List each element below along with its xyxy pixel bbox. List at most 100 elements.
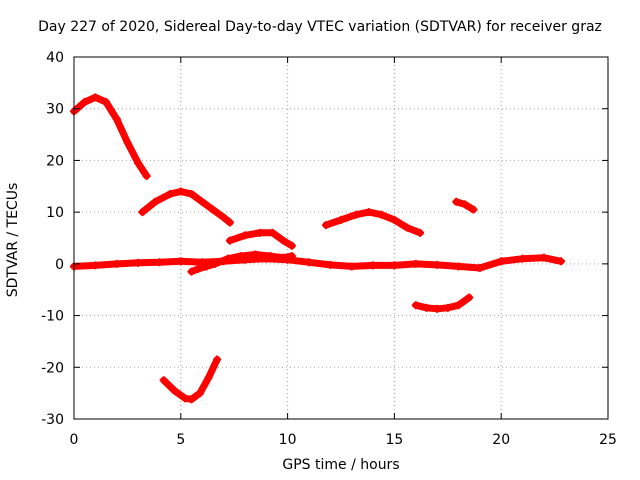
x-tick-label: 15 <box>385 432 403 448</box>
data-point <box>91 261 100 270</box>
data-point <box>454 301 463 310</box>
data-point <box>138 208 147 217</box>
data-point <box>204 373 213 382</box>
series-band <box>138 188 234 226</box>
data-point <box>187 395 196 404</box>
data-point <box>142 171 151 180</box>
data-point <box>475 263 484 272</box>
chart-title: Day 227 of 2020, Sidereal Day-to-day VTE… <box>38 19 602 35</box>
data-point <box>219 213 228 222</box>
data-point <box>240 255 249 264</box>
data-point <box>134 159 143 168</box>
data-point <box>198 258 207 267</box>
data-point <box>196 389 205 398</box>
data-point <box>465 293 474 302</box>
y-tick-label: 40 <box>46 50 64 66</box>
plot-frame <box>73 56 609 420</box>
data-point <box>443 303 452 312</box>
data-point <box>91 93 100 102</box>
data-point <box>208 205 217 214</box>
data-point <box>225 236 234 245</box>
data-point <box>213 355 222 364</box>
data-point <box>337 215 345 224</box>
grid-lines <box>74 57 608 419</box>
data-point <box>151 197 160 206</box>
data-point <box>283 255 292 264</box>
data-point <box>460 200 469 209</box>
data-point <box>112 259 121 268</box>
data-point <box>170 386 179 395</box>
data-point <box>134 258 143 267</box>
x-tick-label: 5 <box>176 432 185 448</box>
data-point <box>187 267 196 276</box>
y-tick-label: -20 <box>41 360 64 376</box>
x-tick-label: 0 <box>70 432 79 448</box>
data-point <box>377 210 386 219</box>
data-point <box>351 210 360 219</box>
x-tick-label: 10 <box>279 432 297 448</box>
data-point <box>364 208 373 217</box>
series-arc-4 <box>225 228 296 250</box>
y-tick-label: 10 <box>46 205 64 221</box>
data-point <box>469 205 478 214</box>
series-arc-2 <box>138 187 234 227</box>
data-point <box>240 231 249 240</box>
data-point <box>287 241 296 250</box>
data-point <box>80 97 89 106</box>
data-point <box>411 301 420 310</box>
series-baseline <box>70 253 566 272</box>
data-point <box>304 258 313 267</box>
data-point <box>557 257 566 266</box>
y-tick-label: -10 <box>41 309 64 325</box>
series-arc-5 <box>322 208 425 237</box>
series-band <box>70 93 151 180</box>
data-point <box>176 257 185 266</box>
data-point <box>262 254 271 263</box>
data-point <box>255 228 264 237</box>
y-tick-label: 20 <box>46 153 64 169</box>
x-tick-label: 20 <box>492 432 510 448</box>
data-point <box>181 394 190 403</box>
data-point <box>166 190 175 199</box>
data-point <box>411 259 420 268</box>
y-tick-label: 0 <box>55 257 64 273</box>
data-point <box>452 197 461 206</box>
data-point <box>225 218 234 227</box>
data-point <box>433 260 442 269</box>
data-point <box>454 262 463 271</box>
y-tick-label: 30 <box>46 102 64 118</box>
data-point <box>112 115 121 124</box>
data-point <box>155 258 164 267</box>
data-point <box>390 261 399 270</box>
series-arc-6 <box>411 293 474 313</box>
x-axis-label: GPS time / hours <box>282 457 400 473</box>
y-tick-label: -30 <box>41 412 64 428</box>
data-point <box>497 257 506 266</box>
data-point <box>123 138 132 147</box>
data-point <box>219 257 228 266</box>
data-point <box>102 97 111 106</box>
data-series <box>70 93 566 404</box>
y-axis-label: SDTVAR / TECUs <box>5 182 21 298</box>
data-point <box>198 197 207 206</box>
data-point <box>416 228 425 237</box>
series-arc-1 <box>70 93 151 180</box>
series-arc-7 <box>452 197 478 214</box>
data-point <box>279 236 288 245</box>
data-point <box>403 223 412 232</box>
data-point <box>326 260 335 269</box>
data-point <box>390 215 399 224</box>
x-tick-label: 25 <box>599 432 617 448</box>
axis-ticks: 0 5 10 15 20 25 -30 -20 -10 0 10 20 30 40 <box>41 50 617 448</box>
series-band <box>70 254 565 272</box>
data-point <box>176 187 185 196</box>
data-point <box>347 262 356 271</box>
data-point <box>187 190 196 199</box>
data-point <box>422 303 431 312</box>
data-point <box>322 221 331 230</box>
series-arc-3 <box>159 355 222 404</box>
data-point <box>159 376 168 385</box>
data-point <box>518 254 527 263</box>
data-point <box>193 265 202 274</box>
